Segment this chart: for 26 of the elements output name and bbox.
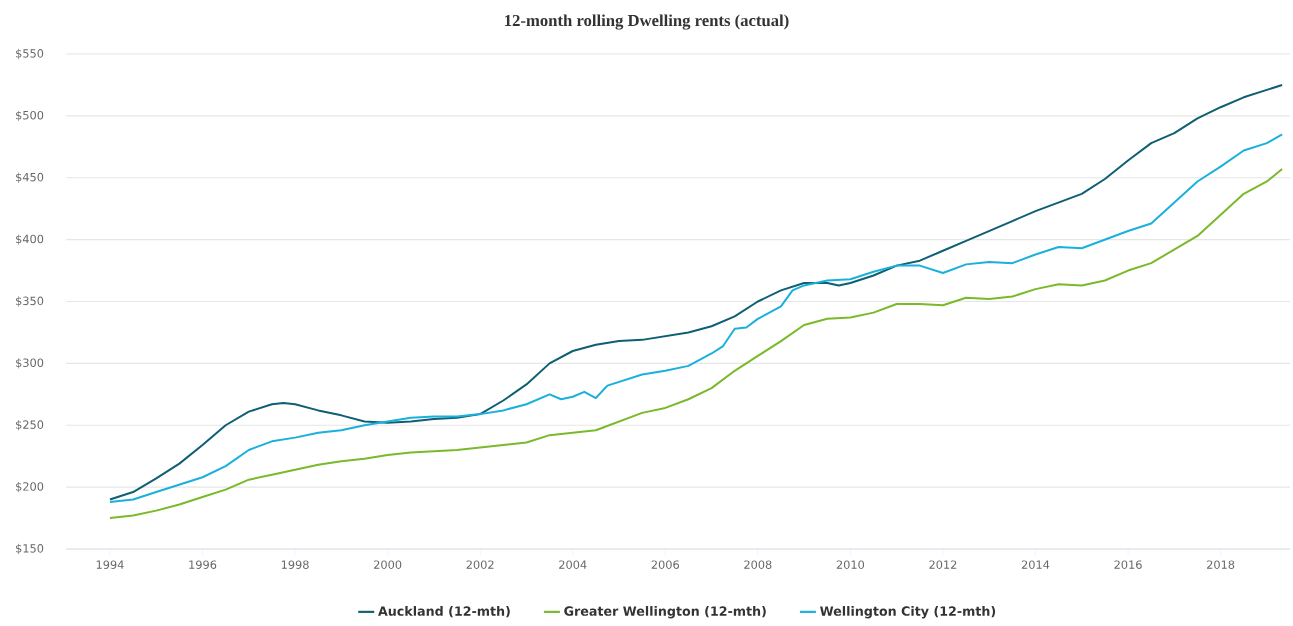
legend-label: Wellington City (12-mth) [820, 606, 996, 619]
x-tick-label: 2008 [744, 560, 772, 569]
y-tick-label: $400 [16, 234, 44, 245]
x-tick-label: 2012 [929, 560, 957, 569]
x-tick-label: 2004 [559, 560, 587, 569]
x-tick-label: 2002 [466, 560, 494, 569]
x-tick-label: 1994 [96, 560, 124, 569]
y-tick-label: $500 [16, 110, 44, 122]
chart-title: 12-month rolling Dwelling rents (actual) [505, 14, 789, 30]
y-tick-label: $300 [16, 358, 44, 369]
legend-label: Auckland (12-mth) [378, 606, 510, 618]
x-tick-label: 2016 [1114, 560, 1142, 569]
y-tick-label: $200 [16, 481, 44, 493]
y-tick-label: $450 [16, 172, 44, 183]
y-tick-label: $150 [16, 543, 44, 555]
x-tick-label: 2018 [1207, 560, 1235, 569]
x-tick-label: 1998 [281, 560, 309, 569]
x-tick-label: 2010 [836, 560, 865, 569]
x-tick-label: 2000 [374, 560, 402, 569]
x-tick-label: 2006 [651, 560, 679, 569]
y-tick-label: $350 [16, 296, 44, 307]
x-tick-label: 1996 [189, 560, 217, 569]
x-tick-label: 2014 [1021, 560, 1050, 569]
y-tick-label: $250 [16, 420, 44, 431]
y-tick-label: $550 [16, 48, 44, 60]
legend-label: Greater Wellington (12-mth) [564, 606, 766, 619]
